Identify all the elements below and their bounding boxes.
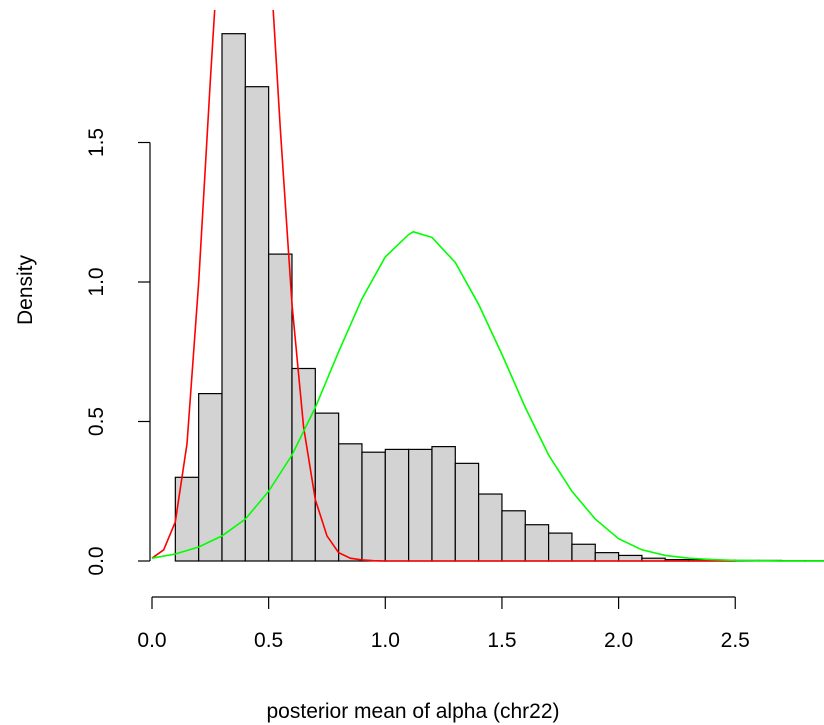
x-tick-label: 2.5 [721, 629, 750, 652]
x-tick-label: 1.0 [371, 629, 400, 652]
histogram-bar [268, 253, 293, 562]
histogram-bar [338, 443, 363, 562]
histogram-bar [617, 554, 643, 562]
density-curves [151, 10, 824, 562]
histogram-bar [501, 510, 526, 562]
histogram-bar [454, 462, 480, 562]
histogram-bar [571, 543, 596, 562]
histogram-bar [548, 532, 573, 562]
x-tick-label: 2.0 [604, 629, 633, 652]
y-tick-label: 0.5 [85, 407, 108, 436]
histogram-bar [384, 448, 410, 562]
histogram-bar [431, 446, 456, 562]
y-tick-label: 0.0 [85, 546, 108, 575]
histogram-bar [244, 86, 270, 562]
histogram-bar [314, 412, 340, 562]
red-density-curve [151, 10, 736, 562]
histogram-bar [291, 367, 316, 562]
histogram-bar [198, 393, 223, 562]
histogram-bars [174, 33, 824, 562]
histogram-bar [361, 451, 386, 562]
y-axis: 0.0 0.5 1.0 1.5 [85, 128, 151, 576]
x-axis-label: posterior mean of alpha (chr22) [267, 700, 560, 723]
y-tick-label: 1.5 [85, 128, 108, 157]
x-tick-label: 0.5 [254, 629, 283, 652]
x-tick-label: 0.0 [137, 629, 166, 652]
histogram-bar [524, 524, 550, 562]
histogram-bar [478, 493, 503, 562]
histogram-bar [408, 448, 433, 562]
green-density-curve [151, 230, 824, 562]
x-tick-label: 1.5 [487, 629, 516, 652]
y-tick-label: 1.0 [85, 267, 108, 296]
histogram-bar [594, 552, 620, 562]
x-axis: 0.0 0.5 1.0 1.5 2.0 2.5 [137, 596, 750, 652]
histogram-bar [221, 33, 246, 562]
y-axis-label: Density [14, 254, 37, 325]
